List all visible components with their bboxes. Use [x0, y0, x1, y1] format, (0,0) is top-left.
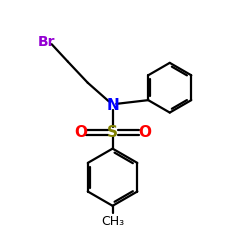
- Text: CH₃: CH₃: [101, 215, 124, 228]
- Text: N: N: [106, 98, 119, 112]
- Text: O: O: [138, 125, 151, 140]
- Text: O: O: [74, 125, 87, 140]
- Text: Br: Br: [38, 35, 56, 49]
- Text: S: S: [107, 125, 118, 140]
